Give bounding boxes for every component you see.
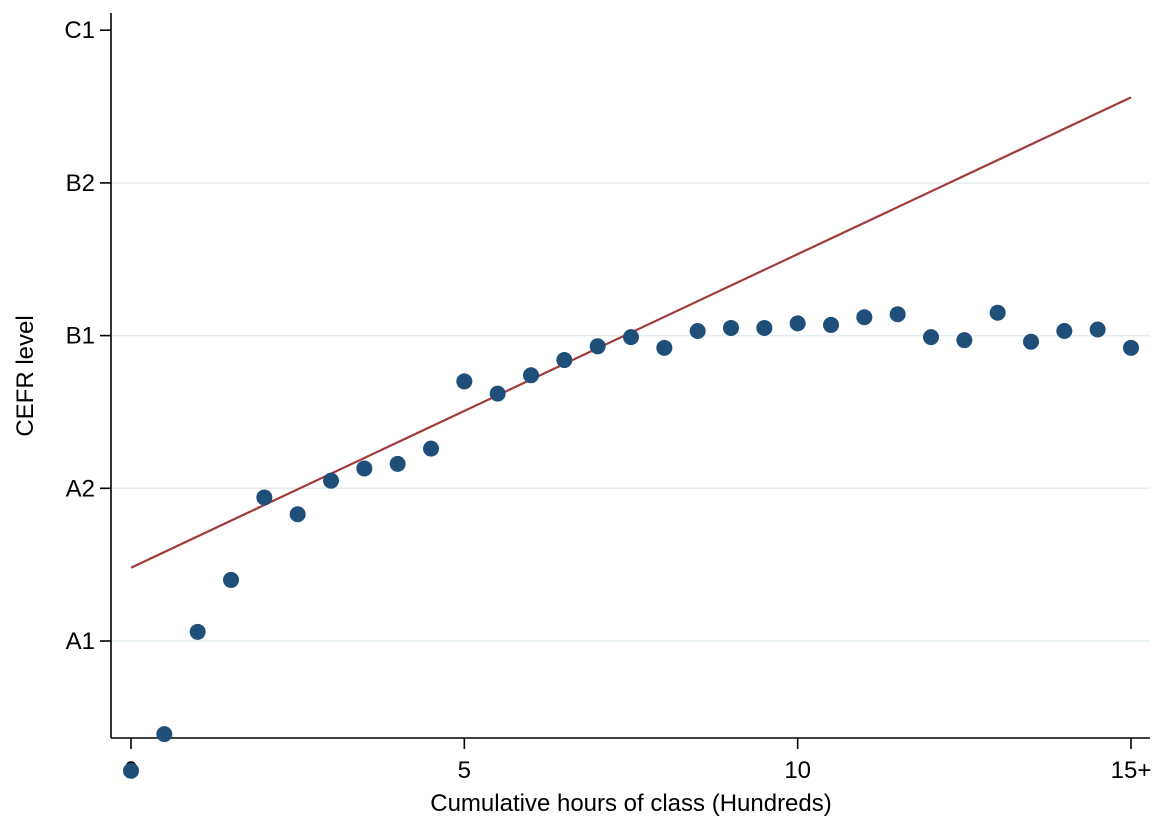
x-axis-title: Cumulative hours of class (Hundreds) — [430, 790, 832, 817]
data-point — [523, 367, 539, 384]
axes — [110, 13, 1150, 739]
data-point — [489, 385, 506, 402]
data-point — [823, 316, 839, 333]
gridlines — [111, 182, 1150, 642]
y-tick-label: A2 — [66, 475, 95, 502]
data-point — [923, 329, 939, 346]
y-tick-label: A1 — [66, 628, 95, 655]
data-points — [123, 304, 1139, 779]
data-point — [1056, 323, 1073, 340]
data-point — [856, 309, 873, 326]
data-point — [123, 762, 139, 779]
data-point — [423, 440, 439, 457]
data-point — [589, 338, 606, 355]
x-ticks: 051015+ — [124, 738, 1151, 784]
data-point — [189, 623, 206, 640]
data-point — [256, 489, 273, 506]
data-point — [623, 329, 639, 346]
data-point — [956, 332, 973, 349]
data-point — [689, 323, 706, 340]
x-tick-label: 10 — [784, 757, 811, 784]
data-point — [223, 571, 239, 588]
y-tick-label: C1 — [64, 17, 95, 44]
data-point — [456, 373, 473, 390]
data-point — [356, 460, 373, 477]
data-point — [723, 319, 739, 336]
data-point — [323, 472, 339, 489]
y-tick-label: B2 — [66, 170, 95, 197]
data-point — [156, 726, 173, 743]
data-point — [389, 455, 406, 472]
y-tick-label: B1 — [66, 323, 95, 350]
x-tick-label: 15+ — [1111, 757, 1152, 784]
y-ticks: A1 A2 B1 B2 C1 — [64, 17, 111, 655]
data-point — [1089, 321, 1106, 338]
data-point — [889, 306, 906, 323]
data-point — [989, 304, 1006, 321]
data-point — [756, 319, 773, 336]
x-tick-label: 5 — [458, 757, 471, 784]
data-point — [1123, 339, 1139, 356]
data-point — [1023, 333, 1039, 350]
data-point — [556, 352, 573, 369]
y-axis-title: CEFR level — [12, 315, 39, 436]
data-point — [656, 339, 673, 356]
data-point — [789, 315, 806, 332]
data-point — [289, 506, 306, 523]
